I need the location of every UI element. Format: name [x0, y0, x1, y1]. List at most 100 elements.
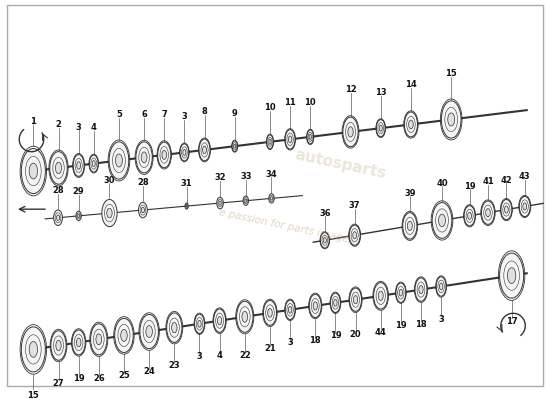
Text: 8: 8 [202, 107, 207, 116]
Ellipse shape [436, 277, 446, 296]
Ellipse shape [353, 232, 356, 239]
Ellipse shape [186, 205, 187, 207]
Ellipse shape [307, 130, 314, 144]
Text: 28: 28 [52, 186, 64, 195]
Text: 36: 36 [319, 208, 331, 218]
Ellipse shape [141, 152, 147, 163]
Ellipse shape [76, 338, 81, 347]
Ellipse shape [232, 141, 238, 152]
Ellipse shape [481, 201, 494, 224]
Text: 3: 3 [287, 338, 293, 347]
Ellipse shape [415, 278, 427, 301]
Ellipse shape [57, 215, 59, 220]
Text: 24: 24 [143, 368, 155, 376]
Ellipse shape [172, 322, 177, 333]
Ellipse shape [102, 200, 117, 227]
Ellipse shape [107, 208, 112, 218]
Ellipse shape [323, 238, 326, 243]
Ellipse shape [432, 202, 452, 238]
Text: 4: 4 [91, 123, 97, 132]
Text: 15: 15 [446, 69, 457, 78]
Ellipse shape [236, 301, 253, 332]
Text: 40: 40 [436, 179, 448, 188]
Ellipse shape [271, 197, 272, 200]
Text: 28: 28 [137, 178, 148, 187]
Ellipse shape [309, 134, 311, 139]
Ellipse shape [77, 162, 80, 169]
Ellipse shape [468, 212, 471, 219]
Text: 19: 19 [73, 374, 85, 383]
Ellipse shape [309, 294, 321, 318]
Text: 19: 19 [464, 182, 475, 191]
Text: 29: 29 [73, 187, 84, 196]
Ellipse shape [195, 314, 205, 334]
Text: 20: 20 [350, 330, 361, 339]
Ellipse shape [202, 146, 206, 154]
Text: 39: 39 [404, 189, 416, 198]
Ellipse shape [404, 112, 417, 137]
Ellipse shape [438, 214, 446, 227]
Ellipse shape [267, 135, 273, 149]
Ellipse shape [373, 282, 388, 309]
Text: 30: 30 [104, 176, 115, 184]
Ellipse shape [408, 221, 412, 230]
Ellipse shape [439, 283, 443, 290]
Text: 43: 43 [519, 172, 531, 182]
Ellipse shape [379, 125, 382, 131]
Ellipse shape [350, 288, 361, 311]
Ellipse shape [78, 214, 80, 218]
Text: 9: 9 [232, 109, 238, 118]
Ellipse shape [508, 268, 516, 284]
Text: 42: 42 [500, 176, 512, 184]
Ellipse shape [72, 330, 85, 355]
Ellipse shape [21, 148, 46, 194]
Ellipse shape [109, 142, 129, 179]
Text: 6: 6 [141, 110, 147, 119]
Text: 21: 21 [264, 344, 276, 353]
Ellipse shape [217, 316, 222, 325]
Text: 13: 13 [375, 88, 387, 97]
Ellipse shape [136, 142, 152, 173]
Ellipse shape [409, 120, 413, 129]
Ellipse shape [354, 296, 358, 304]
Ellipse shape [245, 199, 247, 202]
Text: 32: 32 [214, 173, 226, 182]
Text: 3: 3 [438, 315, 444, 324]
Ellipse shape [419, 286, 423, 294]
Ellipse shape [234, 144, 236, 148]
Ellipse shape [376, 120, 385, 137]
Ellipse shape [183, 150, 186, 155]
Ellipse shape [334, 299, 337, 306]
Ellipse shape [219, 201, 221, 205]
Ellipse shape [50, 152, 67, 184]
Text: 44: 44 [375, 328, 387, 337]
Ellipse shape [349, 225, 360, 245]
Ellipse shape [242, 311, 248, 322]
Ellipse shape [56, 162, 62, 174]
Ellipse shape [140, 314, 158, 349]
Ellipse shape [288, 136, 292, 143]
Text: 17: 17 [506, 317, 518, 326]
Ellipse shape [158, 142, 171, 168]
Ellipse shape [90, 155, 98, 172]
Ellipse shape [331, 293, 340, 312]
Ellipse shape [499, 253, 524, 298]
Ellipse shape [76, 211, 81, 220]
Ellipse shape [198, 320, 201, 327]
Ellipse shape [29, 342, 37, 357]
Text: 10: 10 [264, 103, 276, 112]
Ellipse shape [162, 150, 167, 159]
Text: 19: 19 [395, 321, 406, 330]
Text: 18: 18 [415, 320, 427, 329]
Ellipse shape [343, 117, 358, 147]
Ellipse shape [321, 232, 329, 248]
Text: 22: 22 [239, 351, 251, 360]
Ellipse shape [21, 327, 46, 372]
Text: 23: 23 [168, 361, 180, 370]
Text: 3: 3 [76, 123, 81, 132]
Ellipse shape [348, 127, 353, 137]
Ellipse shape [217, 197, 223, 209]
Ellipse shape [139, 202, 147, 218]
Text: 25: 25 [118, 371, 130, 380]
Ellipse shape [396, 283, 406, 302]
